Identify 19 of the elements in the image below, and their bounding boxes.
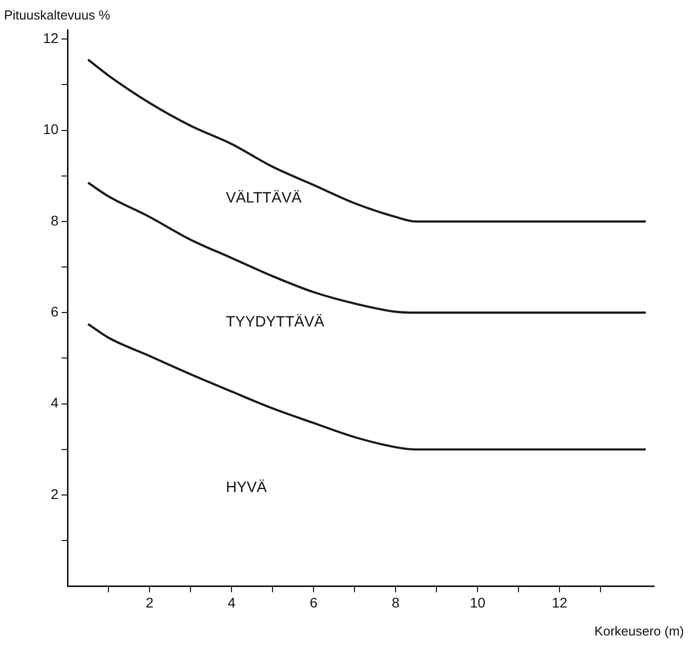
y-tick-label: 10 (42, 121, 59, 138)
x-tick-label: 12 (552, 594, 568, 610)
annotation: TYYDYTTÄVÄ (226, 313, 324, 330)
y-tick-label: 2 (50, 486, 59, 502)
y-tick-label: 12 (42, 30, 59, 46)
x-tick-label: 8 (392, 594, 400, 610)
y-tick-label: 8 (50, 212, 59, 228)
annotation: VÄLTTÄVÄ (226, 190, 302, 207)
line-series (86, 58, 647, 223)
x-tick-label: 2 (146, 594, 154, 610)
y-tick-label: 6 (50, 304, 59, 320)
y-axis-title: Pituuskaltevuus % (4, 8, 111, 23)
x-tick-label: 4 (228, 594, 236, 610)
x-tick-label: 10 (470, 594, 486, 610)
line-series (86, 182, 647, 314)
x-tick-label: 6 (310, 594, 318, 610)
annotation: HYVÄ (226, 478, 267, 496)
x-axis-title: Korkeusero (m) (594, 624, 684, 639)
y-tick-label: 4 (50, 394, 59, 411)
